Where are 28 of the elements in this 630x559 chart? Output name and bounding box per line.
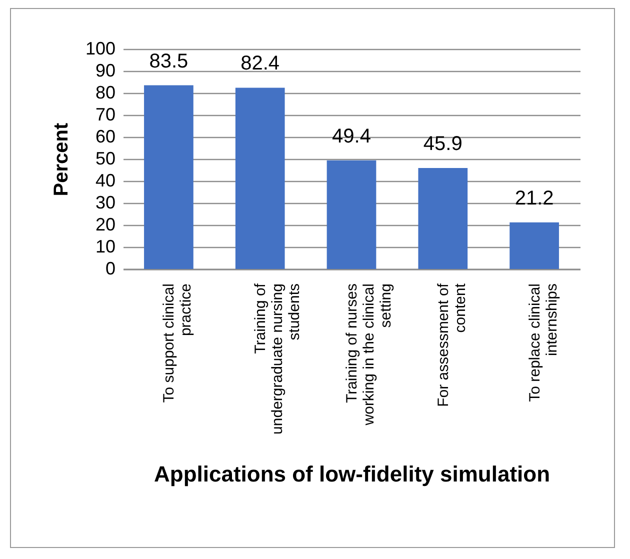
- bar: [418, 168, 468, 269]
- x-tick-label: Training of undergraduate nursing students: [252, 282, 304, 434]
- y-tick-label: 70: [95, 104, 116, 124]
- y-tick-label: 10: [95, 236, 116, 256]
- bar: [144, 85, 194, 269]
- y-tick-label: 30: [95, 192, 116, 212]
- y-tick-label: 50: [95, 148, 116, 168]
- x-tick-label: To replace clinical internships: [526, 284, 560, 402]
- y-tick-label: 20: [95, 214, 116, 234]
- data-label: 49.4: [332, 125, 371, 148]
- x-tick-label: For assessment of content: [434, 282, 469, 407]
- data-label: 21.2: [514, 187, 554, 210]
- data-label: 83.5: [149, 50, 188, 72]
- bar: [326, 160, 376, 269]
- y-tick-label: 60: [95, 126, 116, 146]
- y-tick-label: 80: [95, 82, 116, 102]
- data-label: 45.9: [423, 133, 462, 156]
- y-tick-label: 100: [85, 38, 116, 58]
- y-tick-label: 40: [95, 170, 116, 190]
- data-label: 82.4: [240, 52, 280, 75]
- y-axis-title: Percent: [50, 122, 72, 196]
- bar: [510, 222, 559, 269]
- bar: [235, 88, 285, 269]
- x-tick-label: Training of nurses working in the clinical setting: [344, 284, 394, 426]
- x-axis-title: Applications of low-fidelity simulation: [154, 461, 550, 486]
- x-tick-label: To support clinical practice: [160, 284, 195, 403]
- y-tick-label: 0: [105, 258, 116, 278]
- y-tick-label: 90: [95, 60, 116, 80]
